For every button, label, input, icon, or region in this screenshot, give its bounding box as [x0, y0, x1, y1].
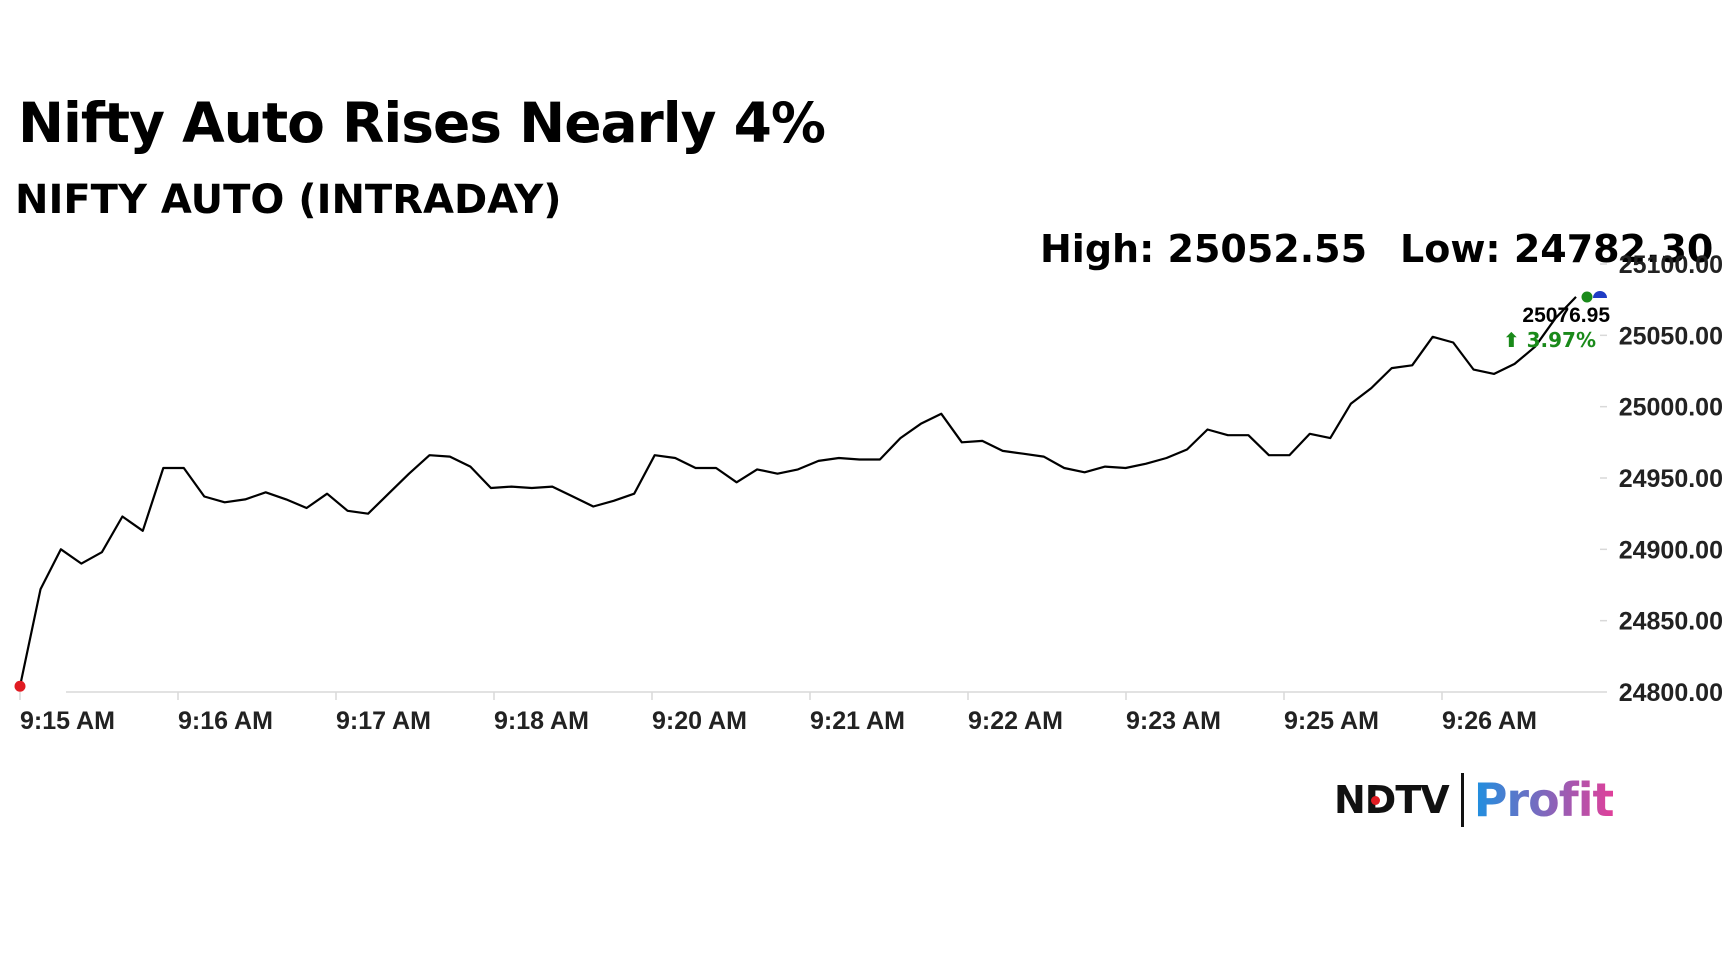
ndtv-profit-logo: NDTV Profit [1334, 772, 1615, 828]
logo-ndtv: NDTV [1334, 778, 1450, 822]
chart-axes [19, 263, 1607, 700]
y-tick-label: 24850.00 [1619, 608, 1723, 636]
last-value-label: 25076.95 [1522, 304, 1610, 327]
x-tick-label: 9:17 AM [336, 707, 431, 735]
logo-red-dot [1371, 796, 1380, 805]
y-tick-label: 24900.00 [1619, 536, 1723, 564]
y-tick-label: 24950.00 [1619, 465, 1723, 493]
y-tick-label: 24800.00 [1619, 679, 1723, 707]
x-tick-label: 9:20 AM [652, 707, 747, 735]
last-point-dot [1581, 291, 1593, 303]
start-point-dot [14, 680, 26, 692]
chart-labels: 24800.00 24850.00 24900.00 24950.00 25000.00… [20, 251, 1723, 735]
x-tick-label: 9:15 AM [20, 707, 115, 735]
x-tick-label: 9:26 AM [1442, 707, 1537, 735]
chart-subtitle: NIFTY AUTO (INTRADAY) [15, 177, 562, 223]
y-tick-label: 25100.00 [1619, 251, 1723, 279]
chart-headline: Nifty Auto Rises Nearly 4% [18, 91, 826, 155]
change-label: ⬆ 3.97% [1503, 328, 1596, 352]
y-tick-label: 25050.00 [1619, 322, 1723, 350]
y-tick-label: 25000.00 [1619, 394, 1723, 422]
x-tick-label: 9:23 AM [1126, 707, 1221, 735]
logo-profit: Profit [1473, 773, 1615, 827]
x-tick-label: 9:25 AM [1284, 707, 1379, 735]
x-tick-label: 9:16 AM [178, 707, 273, 735]
logo-divider [1460, 773, 1464, 827]
low-label: Low: 24782.30 [1400, 227, 1714, 271]
x-tick-label: 9:18 AM [494, 707, 589, 735]
high-label: High: 25052.55 [1040, 227, 1368, 271]
x-tick-label: 9:22 AM [968, 707, 1063, 735]
price-series [14, 291, 1607, 692]
current-marker [1593, 291, 1607, 298]
x-tick-label: 9:21 AM [810, 707, 905, 735]
price-line [18, 296, 1577, 687]
